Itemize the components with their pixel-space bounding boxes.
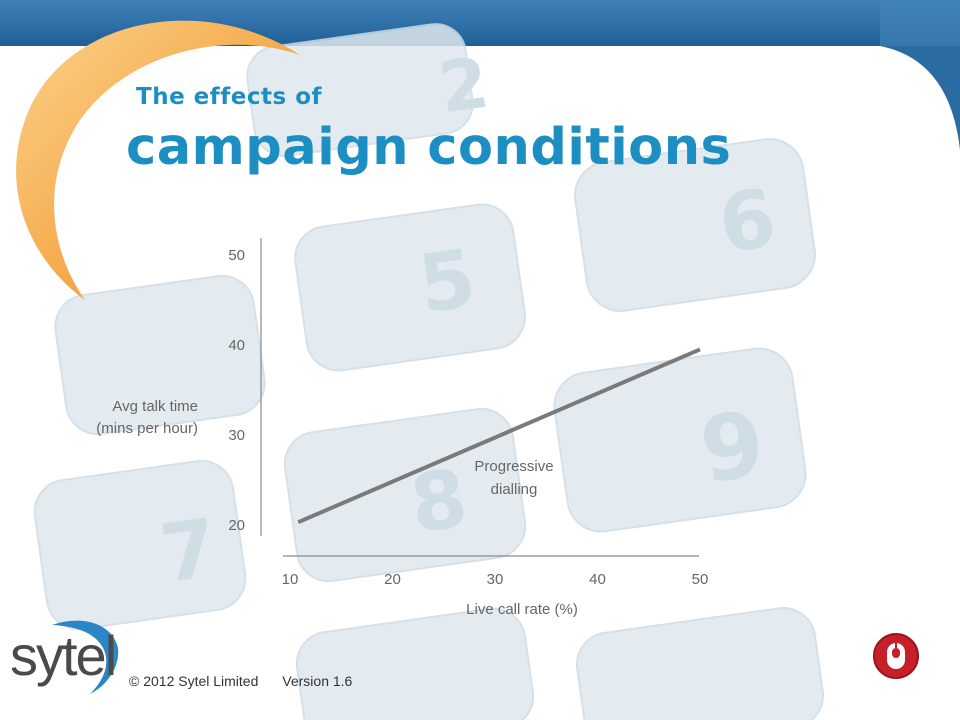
svg-text:8: 8 xyxy=(405,451,473,551)
svg-text:9: 9 xyxy=(694,391,771,504)
version-text: Version 1.6 xyxy=(282,673,353,689)
y-axis-label-line-2: (mins per hour) xyxy=(96,420,198,437)
y-tick-label: 50 xyxy=(228,247,245,264)
svg-text:5: 5 xyxy=(413,232,481,332)
slide-subtitle: The effects of xyxy=(136,84,323,110)
x-tick-label: 20 xyxy=(384,571,401,588)
x-tick-label: 50 xyxy=(692,571,709,588)
svg-text:2: 2 xyxy=(434,41,494,129)
x-tick-label: 10 xyxy=(282,571,299,588)
mouse-badge-icon[interactable] xyxy=(872,632,920,680)
slide-title: campaign conditions xyxy=(126,118,732,177)
keypad-digits: 2 6 5 9 8 7 xyxy=(155,41,782,601)
header-curve xyxy=(880,0,960,150)
series-line xyxy=(297,347,701,525)
sytel-logo: sytel xyxy=(10,624,117,687)
x-tick-label: 30 xyxy=(487,571,504,588)
series-label: dialling xyxy=(491,481,538,498)
svg-text:6: 6 xyxy=(713,172,781,272)
y-axis-label: Avg talk time (mins per hour) xyxy=(40,396,198,440)
footer: © 2012 Sytel Limited Version 1.6 xyxy=(129,673,372,689)
x-tick-label: 40 xyxy=(589,571,606,588)
y-tick-label: 40 xyxy=(228,337,245,354)
orange-swoosh xyxy=(16,20,301,301)
y-tick-label: 20 xyxy=(228,517,245,534)
y-axis-label-line-1: Avg talk time xyxy=(112,398,198,415)
y-tick-label: 30 xyxy=(228,427,245,444)
svg-text:7: 7 xyxy=(155,501,223,601)
copyright-text: © 2012 Sytel Limited xyxy=(129,673,259,689)
logo-swoosh xyxy=(52,620,119,694)
x-axis-label: Live call rate (%) xyxy=(466,601,578,618)
series-label: Progressive xyxy=(474,458,553,475)
